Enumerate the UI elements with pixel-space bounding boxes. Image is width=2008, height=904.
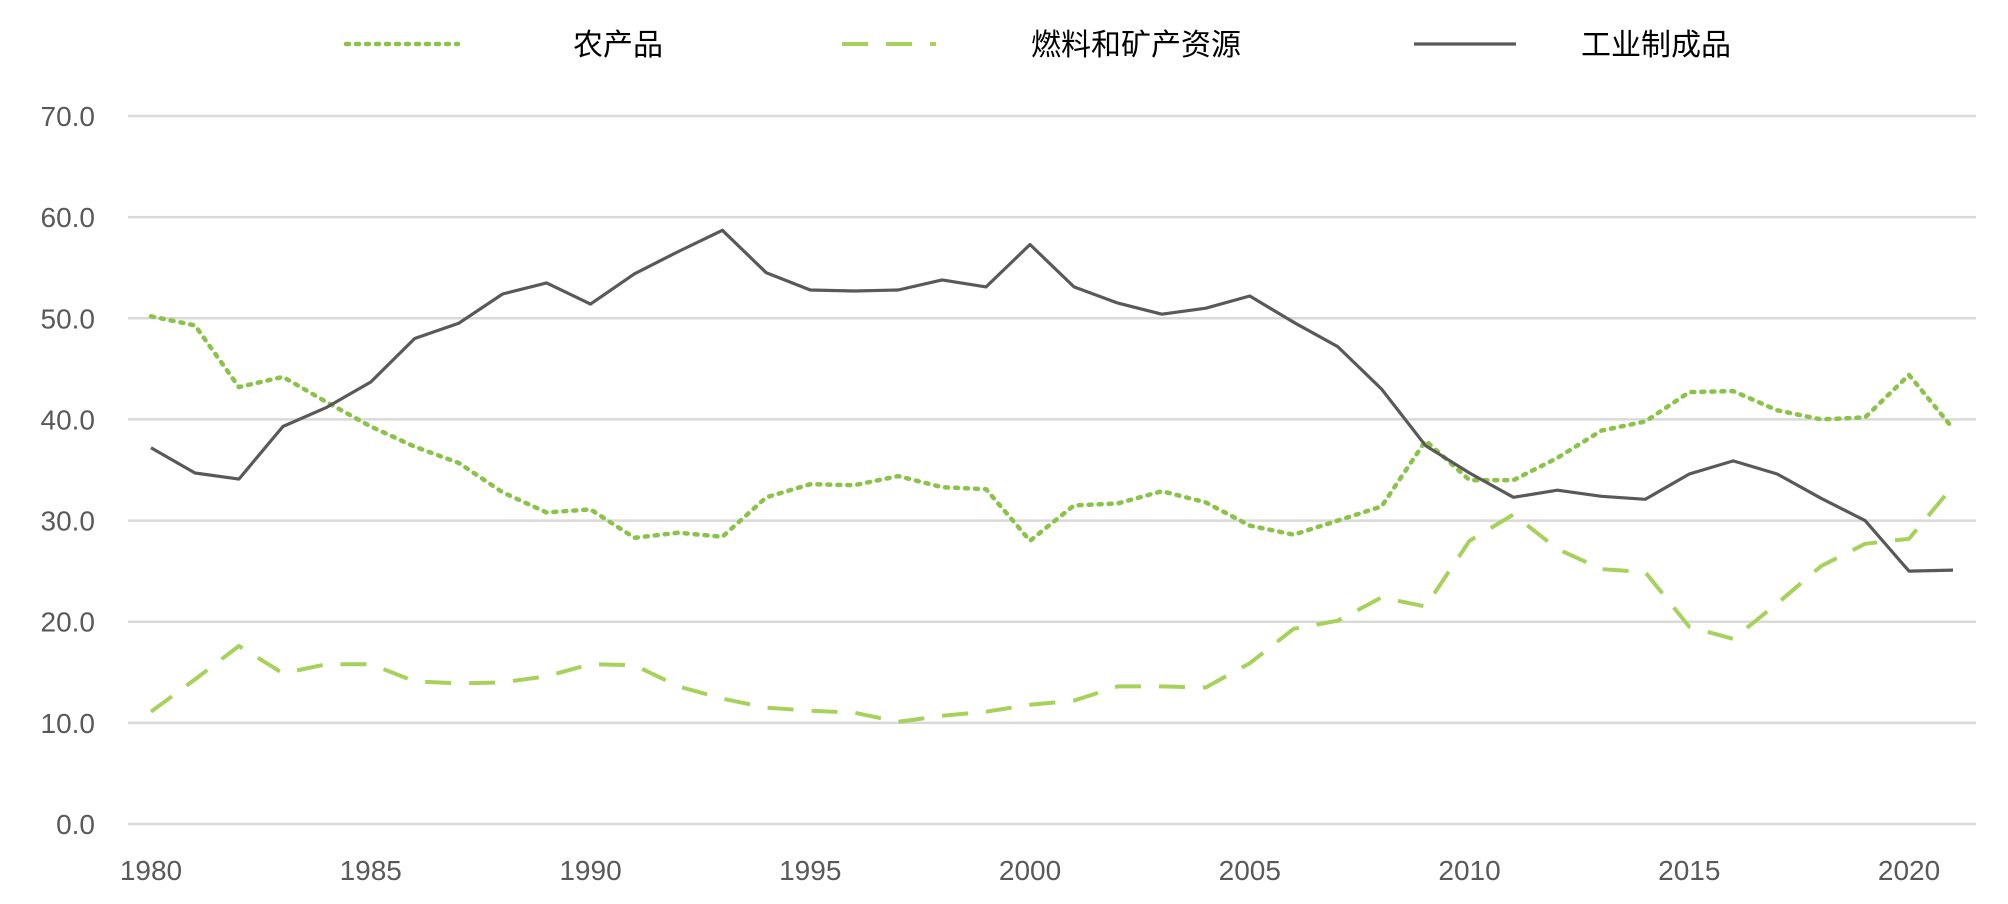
x-tick-label: 1980 <box>120 855 182 886</box>
x-tick-label: 2005 <box>1219 855 1281 886</box>
x-axis-tick-labels: 1980 1985 1990 1995 2000 2005 2010 2015 2020 <box>120 855 1940 886</box>
y-tick-label: 60.0 <box>41 202 96 233</box>
x-tick-label: 1990 <box>559 855 621 886</box>
series-line-2 <box>149 484 1955 724</box>
legend-item: 农产品 <box>343 28 663 63</box>
x-tick-label: 1985 <box>340 855 402 886</box>
y-tick-label: 10.0 <box>41 708 96 739</box>
x-tick-label: 2010 <box>1438 855 1500 886</box>
x-tick-label: 2015 <box>1658 855 1720 886</box>
legend-label: 燃料和矿产资源 <box>1031 28 1241 63</box>
series-line-1 <box>148 314 1956 544</box>
legend-item: 工业制成品 <box>1414 28 1731 63</box>
y-tick-label: 40.0 <box>41 404 96 435</box>
x-tick-label: 2020 <box>1878 855 1940 886</box>
y-axis-tick-labels: 0.0 10.0 20.0 30.0 40.0 50.0 60.0 70.0 <box>41 101 96 840</box>
legend-label: 工业制成品 <box>1581 28 1731 63</box>
legend-label: 农产品 <box>573 28 663 63</box>
chart-legend: 农产品 燃料和矿产资源 工业制成品 <box>343 28 1731 63</box>
y-tick-label: 70.0 <box>41 101 96 132</box>
series-line-3 <box>150 228 1954 573</box>
legend-item: 燃料和矿产资源 <box>842 28 1241 63</box>
horizontal-gridlines <box>128 114 1976 826</box>
series-lines <box>148 228 1956 724</box>
x-tick-label: 1995 <box>779 855 841 886</box>
y-tick-label: 20.0 <box>41 607 96 638</box>
y-tick-label: 0.0 <box>56 809 95 840</box>
x-tick-label: 2000 <box>999 855 1061 886</box>
y-tick-label: 30.0 <box>41 506 96 537</box>
y-tick-label: 50.0 <box>41 303 96 334</box>
